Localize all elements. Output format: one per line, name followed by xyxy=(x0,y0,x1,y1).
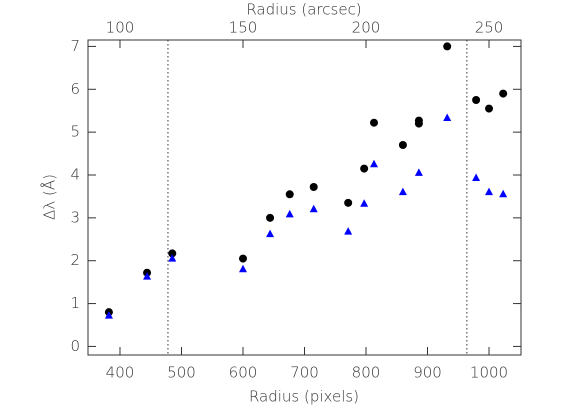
point xyxy=(414,116,423,125)
point xyxy=(443,42,452,51)
point xyxy=(309,204,318,213)
y-axis-label: Δλ (Å) xyxy=(40,174,59,220)
point xyxy=(238,264,247,273)
y-tick-label: 5 xyxy=(70,123,80,141)
point xyxy=(472,96,481,104)
point xyxy=(398,187,407,196)
point xyxy=(143,272,152,280)
point xyxy=(360,164,369,173)
point xyxy=(398,141,407,149)
x-axis-label: Radius (pixels) xyxy=(249,388,359,406)
point xyxy=(499,189,508,198)
x2-axis-label: Radius (arcsec) xyxy=(246,1,361,19)
point xyxy=(309,183,318,191)
point xyxy=(344,198,353,207)
y-tick-label: 6 xyxy=(70,80,80,98)
point xyxy=(285,190,294,199)
plot-frame xyxy=(87,39,522,356)
point xyxy=(285,209,294,218)
x-tick-label: 900 xyxy=(413,364,442,382)
x2-tick-label: 200 xyxy=(352,19,381,37)
point xyxy=(168,249,177,258)
x-tick-label: 700 xyxy=(290,364,319,382)
point xyxy=(414,168,423,176)
point xyxy=(370,159,379,168)
x-tick-label: 1000 xyxy=(470,364,508,382)
point xyxy=(104,311,113,319)
point xyxy=(499,89,508,98)
x-tick-label: 800 xyxy=(352,364,381,382)
point xyxy=(485,187,494,196)
point xyxy=(344,227,353,235)
point xyxy=(266,229,275,238)
x2-tick-label: 250 xyxy=(475,19,504,37)
point xyxy=(370,118,379,127)
point xyxy=(238,254,247,263)
y-tick-label: 2 xyxy=(70,251,80,269)
y-tick-label: 0 xyxy=(70,337,80,355)
x2-tick-label: 100 xyxy=(106,19,135,37)
x-tick-label: 500 xyxy=(167,364,196,382)
point xyxy=(472,173,481,181)
point xyxy=(266,213,275,222)
y-tick-label: 7 xyxy=(70,37,80,55)
point xyxy=(168,254,177,262)
x2-tick-label: 150 xyxy=(229,19,258,37)
point xyxy=(485,104,494,113)
point xyxy=(360,199,369,207)
y-tick-label: 3 xyxy=(70,208,80,226)
x-tick-label: 600 xyxy=(229,364,258,382)
y-tick-label: 1 xyxy=(70,294,80,312)
y-tick-label: 4 xyxy=(70,166,80,184)
x-tick-label: 400 xyxy=(106,364,135,382)
point xyxy=(443,113,452,121)
